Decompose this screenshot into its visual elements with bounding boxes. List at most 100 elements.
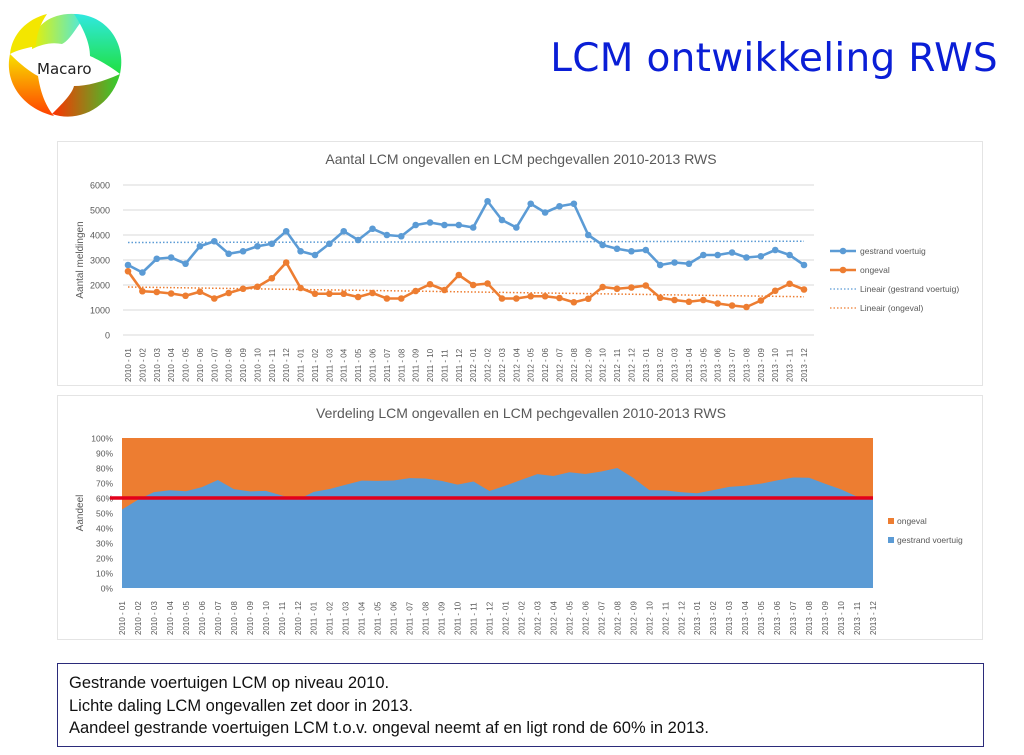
y-tick-label: 60% <box>96 494 113 504</box>
x-tick-label: 2011 - 12 <box>486 601 495 635</box>
data-point <box>369 225 376 233</box>
data-point <box>513 295 520 302</box>
y-tick-label: 6000 <box>90 181 110 191</box>
y-tick-label: 0 <box>105 331 110 341</box>
legend-label: ongeval <box>897 516 927 526</box>
data-point <box>441 286 448 294</box>
macaro-logo: Macaro <box>8 13 122 117</box>
x-tick-label: 2012 - 07 <box>555 348 564 382</box>
legend-label: Lineair (ongeval) <box>860 303 923 313</box>
x-tick-label: 2012 - 12 <box>627 348 636 382</box>
x-tick-label: 2011 - 04 <box>358 601 367 635</box>
x-tick-label: 2010 - 03 <box>150 601 159 635</box>
x-tick-label: 2013 - 06 <box>773 601 782 635</box>
x-tick-label: 2013 - 07 <box>728 348 737 382</box>
x-tick-label: 2013 - 03 <box>725 601 734 635</box>
legend-swatch <box>888 518 894 524</box>
y-tick-label: 5000 <box>90 206 110 216</box>
y-tick-label: 50% <box>96 509 113 519</box>
x-tick-label: 2010 - 03 <box>153 348 162 382</box>
data-point <box>210 237 218 245</box>
y-tick-label: 1000 <box>90 306 110 316</box>
data-point <box>771 287 779 295</box>
data-point <box>124 267 132 275</box>
x-tick-label: 2011 - 09 <box>438 601 447 635</box>
data-point <box>426 219 434 226</box>
legend-label: gestrand voertuig <box>897 535 963 545</box>
x-tick-label: 2013 - 08 <box>742 348 751 382</box>
x-tick-label: 2010 - 05 <box>182 601 191 635</box>
data-point <box>541 292 549 300</box>
data-point <box>196 242 204 250</box>
x-tick-label: 2013 - 12 <box>869 601 878 635</box>
x-tick-label: 2010 - 11 <box>278 601 287 635</box>
x-tick-label: 2010 - 12 <box>294 601 303 635</box>
data-point <box>340 290 348 298</box>
data-point <box>354 236 362 244</box>
data-point <box>182 292 189 300</box>
x-tick-label: 2011 - 01 <box>297 348 306 382</box>
data-point <box>397 295 405 302</box>
legend-marker <box>839 266 847 274</box>
data-point <box>599 283 606 291</box>
data-point <box>239 247 247 255</box>
x-tick-label: 2012 - 02 <box>517 601 526 635</box>
x-tick-label: 2010 - 01 <box>124 348 133 382</box>
data-point <box>642 282 650 289</box>
x-tick-label: 2012 - 06 <box>541 348 550 382</box>
data-point <box>268 240 276 248</box>
data-point <box>584 295 592 303</box>
data-point <box>311 251 319 259</box>
legend-marker <box>839 247 847 255</box>
data-point <box>311 290 319 298</box>
x-tick-label: 2012 - 09 <box>584 348 593 382</box>
x-tick-label: 2013 - 08 <box>805 601 814 635</box>
x-tick-label: 2013 - 10 <box>771 348 780 382</box>
x-tick-label: 2010 - 09 <box>246 601 255 635</box>
x-tick-label: 2011 - 05 <box>354 348 363 382</box>
x-tick-label: 2011 - 04 <box>340 348 349 382</box>
x-tick-label: 2010 - 11 <box>268 348 277 382</box>
x-tick-label: 2012 - 03 <box>533 601 542 635</box>
data-point <box>541 209 549 216</box>
x-tick-label: 2010 - 08 <box>225 348 234 382</box>
x-tick-label: 2013 - 01 <box>642 348 651 382</box>
x-tick-label: 2011 - 02 <box>326 601 335 635</box>
data-point <box>254 283 261 291</box>
x-tick-label: 2013 - 09 <box>757 348 766 382</box>
data-point <box>326 290 333 298</box>
chart-title: Aantal LCM ongevallen en LCM pechgevalle… <box>325 151 716 167</box>
x-tick-label: 2013 - 02 <box>656 348 665 382</box>
y-tick-label: 40% <box>96 524 113 534</box>
legend-label: Lineair (gestrand voertuig) <box>860 284 959 294</box>
line-chart-panel: Aantal LCM ongevallen en LCM pechgevalle… <box>57 141 983 386</box>
x-tick-label: 2012 - 06 <box>581 601 590 635</box>
data-point <box>527 200 535 208</box>
summary-line: Lichte daling LCM ongevallen zet door in… <box>69 696 413 715</box>
data-point <box>167 254 175 261</box>
x-tick-label: 2010 - 02 <box>138 348 147 382</box>
legend-label: ongeval <box>860 265 890 275</box>
data-point <box>728 302 736 309</box>
y-tick-label: 3000 <box>90 256 110 266</box>
data-point <box>685 298 693 306</box>
data-point <box>700 296 707 304</box>
data-point <box>369 289 376 297</box>
x-tick-label: 2012 - 07 <box>597 601 606 635</box>
data-point <box>527 292 535 300</box>
stacked-area-chart: Verdeling LCM ongevallen en LCM pechgeva… <box>75 405 963 635</box>
y-tick-label: 20% <box>96 554 113 564</box>
x-tick-label: 2010 - 07 <box>214 601 223 635</box>
x-tick-label: 2010 - 10 <box>253 348 262 382</box>
data-point <box>628 247 635 255</box>
x-tick-label: 2012 - 09 <box>629 601 638 635</box>
data-point <box>139 287 146 295</box>
data-point <box>498 216 506 224</box>
data-point <box>196 288 204 296</box>
data-point <box>383 231 391 239</box>
x-tick-label: 2011 - 01 <box>310 601 319 635</box>
trendline-gestrand <box>127 240 805 244</box>
x-tick-label: 2011 - 09 <box>412 348 421 382</box>
x-tick-label: 2012 - 08 <box>613 601 622 635</box>
y-tick-label: 10% <box>96 569 113 579</box>
